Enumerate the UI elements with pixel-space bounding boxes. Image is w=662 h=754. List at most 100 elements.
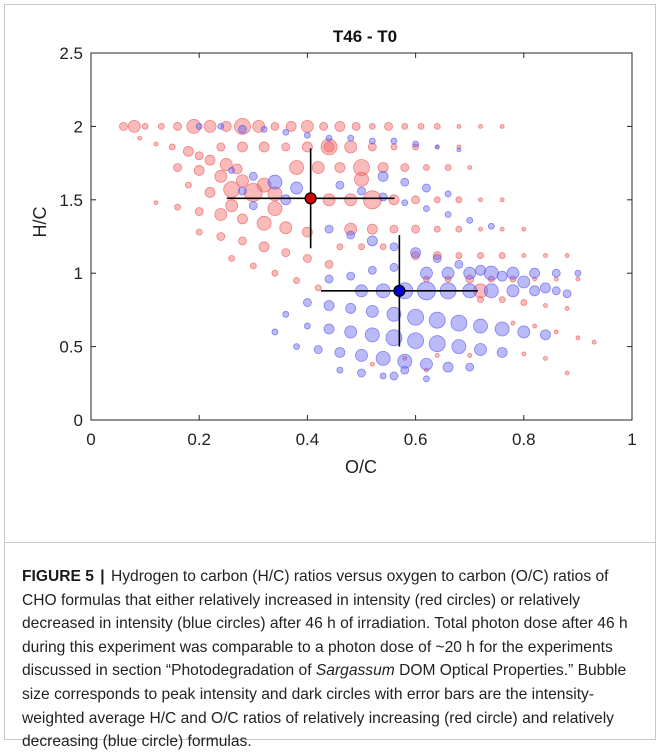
increased-point [173, 163, 182, 172]
increased-point [300, 120, 314, 133]
decreased-point [389, 371, 399, 381]
increased-point [334, 121, 346, 132]
decreased-point [260, 125, 268, 133]
decreased-point [386, 306, 402, 322]
decreased-point [442, 361, 454, 373]
increased-point [267, 201, 283, 217]
increased-point [195, 228, 203, 236]
increased-point [258, 141, 270, 153]
increased-point [389, 224, 399, 234]
x-tick-label: 0.2 [187, 430, 211, 449]
decreased-point [389, 242, 399, 252]
decreased-point [420, 266, 433, 280]
decreased-point [423, 205, 430, 213]
increased-point [334, 162, 346, 173]
increased-point [591, 339, 597, 345]
decreased-point [494, 321, 510, 337]
increased-point [204, 187, 216, 198]
decreased-point [282, 310, 290, 318]
increased-point [487, 275, 495, 283]
y-tick-label: 1.5 [59, 191, 83, 210]
increased-point [456, 124, 462, 129]
decreased-point [238, 186, 247, 196]
increased-point [417, 123, 425, 130]
increased-point [271, 269, 279, 277]
increased-point [225, 199, 239, 213]
increased-point [499, 124, 505, 129]
chart-title: T46 - T0 [333, 27, 397, 46]
increased-point [379, 243, 387, 251]
increased-point [153, 141, 159, 147]
decreased-point [303, 322, 311, 330]
decreased-point [365, 304, 379, 318]
decreased-point [325, 134, 333, 142]
increased-point [362, 190, 382, 210]
decreased-point [364, 327, 380, 343]
increased-point [322, 193, 336, 207]
decreased-point [422, 183, 431, 193]
decreased-point [324, 274, 334, 284]
y-tick-label: 0 [74, 411, 83, 430]
increased-point [411, 224, 421, 234]
decreased-point [389, 262, 399, 272]
decreased-point [379, 372, 387, 380]
increased-point [279, 221, 293, 235]
decreased-point [347, 134, 355, 142]
decreased-point [228, 167, 236, 174]
decreased-point [401, 199, 409, 207]
decreased-point [367, 265, 377, 275]
decreased-point [344, 325, 358, 339]
decreased-point [551, 286, 561, 296]
decreased-point [390, 137, 398, 145]
decreased-point [483, 283, 499, 299]
increased-point [141, 123, 149, 130]
increased-point [520, 299, 528, 306]
mean_decreased-marker [393, 284, 406, 297]
decreased-point [280, 194, 292, 206]
increased-point [368, 123, 376, 130]
increased-point [498, 296, 506, 304]
increased-point [353, 159, 370, 176]
decreased-point [271, 328, 279, 336]
decreased-point [355, 349, 368, 362]
increased-point [575, 276, 581, 282]
decreased-point [290, 181, 303, 195]
increased-point [267, 186, 283, 202]
decreased-point [456, 147, 462, 153]
increased-point [320, 138, 338, 156]
increased-point [258, 241, 270, 253]
decreased-point [346, 230, 356, 240]
increased-point [293, 277, 300, 284]
decreased-point [324, 224, 334, 234]
increased-point [478, 226, 483, 232]
increased-point [532, 323, 538, 329]
decreased-point [517, 275, 531, 289]
x-tick-label: 0.8 [512, 430, 536, 449]
decreased-point [400, 365, 410, 375]
increased-point [127, 120, 141, 133]
increased-point [311, 161, 325, 174]
mean-markers [226, 148, 478, 347]
increased-point [119, 122, 128, 131]
decreased-point [377, 170, 389, 182]
decreased-point [375, 350, 391, 366]
decreased-point [302, 298, 312, 307]
decreased-point [407, 332, 425, 350]
x-tick-label: 0.4 [296, 430, 320, 449]
increased-point [433, 225, 441, 233]
figure-label: FIGURE 5 [22, 568, 94, 585]
increased-point [336, 243, 344, 251]
increased-point [369, 361, 375, 367]
decreased-point [441, 266, 455, 280]
decreased-point [412, 140, 420, 148]
decreased-point [410, 247, 422, 259]
decreased-point [323, 323, 335, 335]
decreased-point [313, 345, 323, 354]
increased-point [314, 284, 322, 292]
increased-point [182, 145, 194, 157]
decreased-point [345, 303, 357, 314]
figure-label-separator: | [100, 568, 105, 585]
increased-point [223, 181, 241, 198]
decreased-point [496, 347, 508, 358]
decreased-point [336, 366, 344, 374]
